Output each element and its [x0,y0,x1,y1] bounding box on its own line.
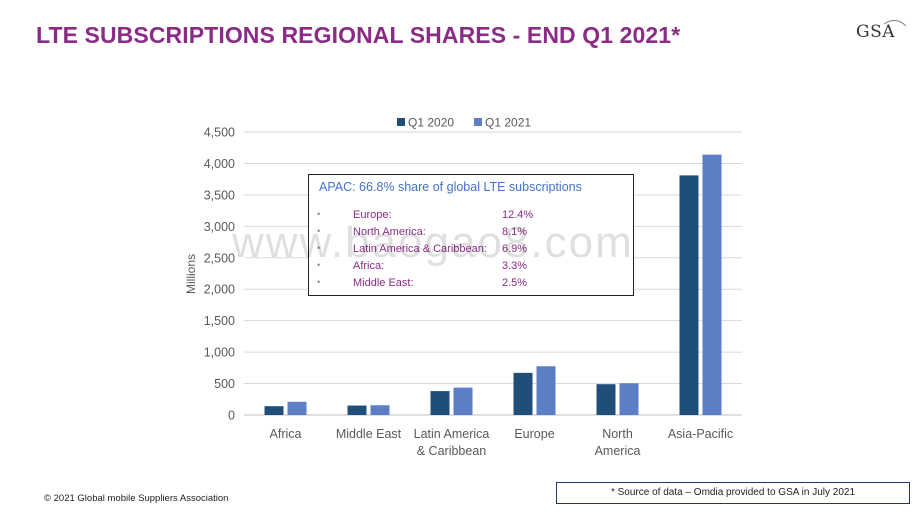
callout-share: 12.4% [502,209,534,221]
callout-region: Middle East: [353,277,414,289]
gsa-logo: GSA [856,18,908,46]
y-tick-label: 3,500 [204,188,235,202]
apac-share-callout: APAC: 66.8% share of global LTE subscrip… [308,174,634,296]
legend-label: Q1 2021 [485,116,531,130]
bullet-icon: • [317,277,321,287]
bar-q1-2020 [347,405,367,415]
bullet-icon: • [317,260,321,270]
callout-item: • Europe: 12.4% [309,209,633,226]
x-tick-label: America [595,444,641,458]
y-tick-label: 4,000 [204,157,235,171]
bar-q1-2020 [430,391,450,415]
bar-q1-2021 [702,154,722,415]
callout-item: • Latin America & Caribbean: 6.9% [309,243,633,260]
x-tick-label: & Caribbean [417,444,487,458]
source-note: * Source of data – Omdia provided to GSA… [556,482,910,504]
x-axis-labels: Africa Middle East Latin America & Caribbea… [270,427,734,458]
copyright-text: © 2021 Global mobile Suppliers Associati… [44,493,229,504]
y-tick-label: 1,500 [204,314,235,328]
callout-item: • North America: 8.1% [309,226,633,243]
x-tick-label: Africa [270,427,302,441]
bar-q1-2020 [679,175,699,415]
callout-item: • Africa: 3.3% [309,260,633,277]
slide-title: LTE SUBSCRIPTIONS REGIONAL SHARES - END … [36,22,681,48]
bullet-icon: • [317,226,321,236]
bar-q1-2021 [619,383,639,415]
legend-swatch [397,118,405,126]
bar-q1-2021 [370,405,390,415]
callout-region: Europe: [353,209,392,221]
bar-q1-2020 [596,384,616,415]
legend-label: Q1 2020 [408,116,454,130]
bullet-icon: • [317,209,321,219]
callout-share: 8.1% [502,226,528,238]
legend-swatch [474,118,482,126]
y-tick-label: 3,000 [204,220,235,234]
y-tick-label: 4,500 [204,126,235,140]
y-tick-label: 2,000 [204,283,235,297]
callout-region: Africa: [353,260,385,272]
callout-list: • Europe: 12.4% • North America: 8.1% • Latin A… [309,209,633,294]
x-tick-label: North [602,427,633,441]
callout-share: 3.3% [502,260,528,272]
bar-q1-2021 [287,401,307,415]
y-axis-ticks: 0 500 1,000 1,500 2,000 2,500 3,000 3,500 4,000 4… [204,126,235,423]
callout-share: 2.5% [502,277,528,289]
y-tick-label: 1,000 [204,346,235,360]
bar-q1-2020 [264,406,284,415]
y-tick-label: 0 [228,409,235,423]
bar-q1-2020 [513,372,533,415]
logo-swoosh-icon [883,20,907,27]
callout-item: • Middle East: 2.5% [309,277,633,294]
bullet-icon: • [317,243,321,253]
callout-region: Latin America & Caribbean: [353,243,487,255]
y-axis-label: Millions [184,254,198,294]
callout-share: 6.9% [502,243,528,255]
logo-text: GSA [856,22,896,42]
y-tick-label: 2,500 [204,251,235,265]
legend: Q1 2020 Q1 2021 [397,116,531,130]
bars [264,154,722,415]
y-tick-label: 500 [214,377,235,391]
callout-region: North America: [353,226,426,238]
x-tick-label: Europe [514,427,554,441]
x-tick-label: Asia-Pacific [668,427,733,441]
x-tick-label: Latin America [414,427,490,441]
bar-q1-2021 [453,387,473,415]
callout-heading: APAC: 66.8% share of global LTE subscrip… [319,180,582,194]
x-tick-label: Middle East [336,427,402,441]
bar-q1-2021 [536,366,556,415]
